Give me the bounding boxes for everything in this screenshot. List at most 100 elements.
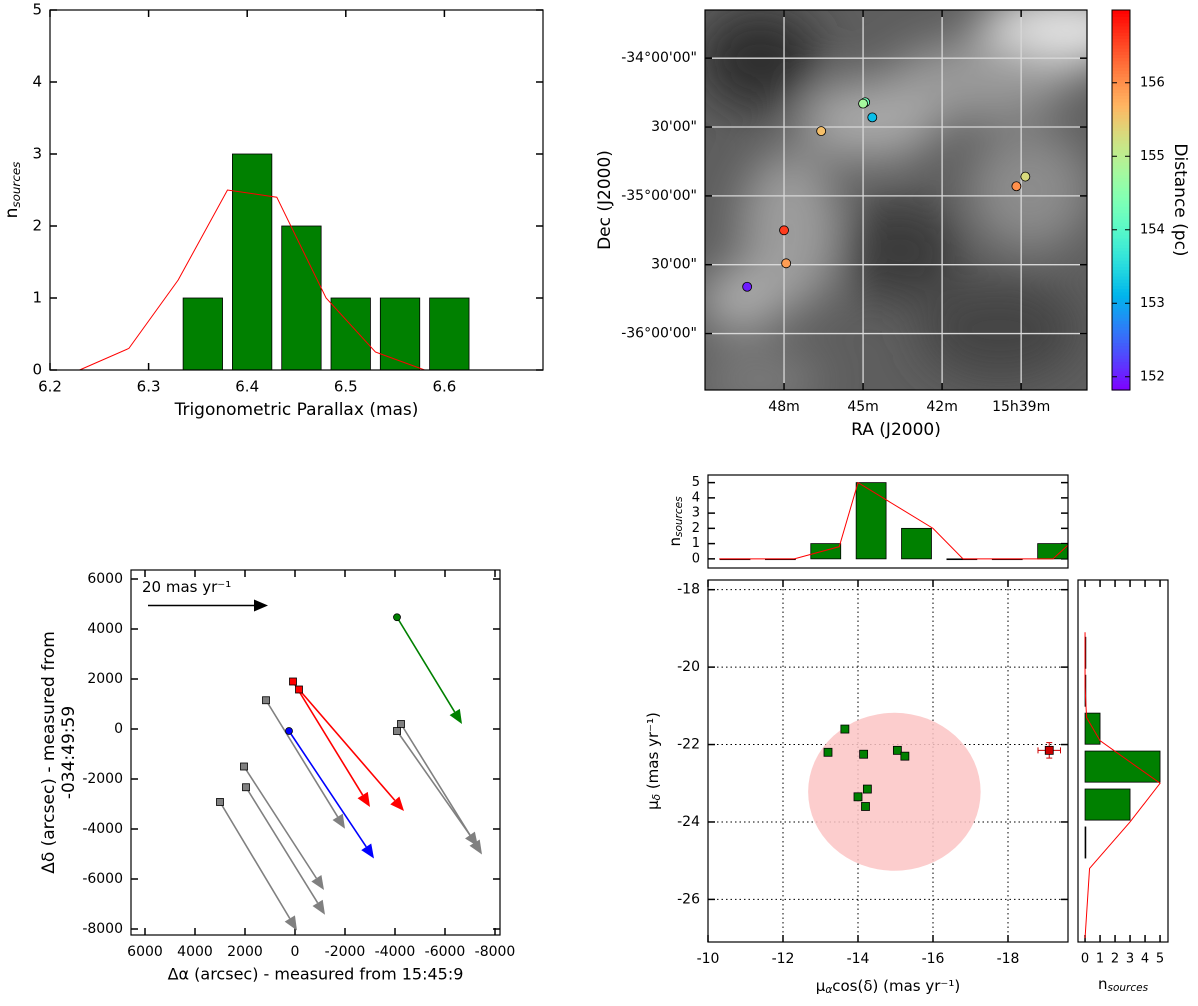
x-tick-label: 15h39m bbox=[992, 399, 1050, 415]
curve bbox=[719, 483, 1068, 559]
y-tick-label: -8000 bbox=[82, 921, 123, 937]
source-marker bbox=[296, 686, 303, 693]
colorbar-tick-label: 153 bbox=[1140, 296, 1165, 311]
scale-arrow-head bbox=[254, 600, 268, 612]
y-tick-label: 4 bbox=[32, 73, 42, 91]
x-tick-label: 6.5 bbox=[334, 378, 358, 396]
histogram-bar bbox=[902, 528, 932, 558]
colorbar-tick-label: 156 bbox=[1140, 75, 1165, 90]
axis-label: nsources bbox=[666, 496, 686, 547]
scatter-point bbox=[860, 750, 868, 758]
sky-image bbox=[700, 0, 1140, 410]
y-tick-label: 4 bbox=[692, 490, 700, 505]
y-tick-label: 2 bbox=[692, 521, 700, 536]
source-marker bbox=[398, 721, 405, 728]
axis-label-base: n bbox=[666, 537, 684, 547]
y-tick-label: 5 bbox=[692, 475, 700, 490]
colorbar-tick-label: 152 bbox=[1140, 369, 1165, 384]
source-point bbox=[1012, 182, 1021, 191]
y-tick-label: 0 bbox=[32, 361, 42, 379]
scatter-point bbox=[862, 802, 870, 810]
source-marker bbox=[241, 763, 248, 770]
y-tick-label: -2000 bbox=[82, 771, 123, 787]
y-tick-label: -35°00'00" bbox=[621, 188, 697, 204]
y-tick-label: 2 bbox=[32, 217, 42, 235]
x-tick-label: 2 bbox=[1111, 952, 1119, 967]
axis-label-base: n bbox=[2, 208, 22, 219]
x-tick-label: -8000 bbox=[475, 944, 516, 960]
motion-vector bbox=[397, 731, 470, 835]
x-tick-label: -12 bbox=[772, 951, 795, 967]
axis-label-sub: sources bbox=[1107, 982, 1148, 994]
source-point bbox=[817, 127, 826, 136]
histogram-bar bbox=[331, 298, 370, 370]
axis-label-base: μ bbox=[816, 977, 826, 995]
histogram-bar bbox=[856, 483, 886, 559]
y-tick-label: 5 bbox=[32, 1, 42, 19]
y-tick-label: 1 bbox=[32, 289, 42, 307]
motion-vector bbox=[220, 802, 290, 918]
y-tick-label: 1 bbox=[692, 536, 700, 551]
x-tick-label: 48m bbox=[768, 399, 799, 415]
scatter-point bbox=[824, 748, 832, 756]
y-tick-label: 2000 bbox=[87, 671, 123, 687]
x-tick-label: 0 bbox=[1081, 952, 1089, 967]
x-tick-label: 4000 bbox=[177, 944, 213, 960]
scatter-point bbox=[901, 752, 909, 760]
y-tick-label: -20 bbox=[677, 659, 700, 675]
axis-label-sub: sources bbox=[673, 496, 685, 537]
source-point bbox=[868, 113, 877, 122]
curve bbox=[1085, 632, 1160, 938]
y-tick-label: 3 bbox=[692, 506, 700, 521]
y-tick-label: -36°00'00" bbox=[621, 326, 697, 342]
source-point bbox=[743, 282, 752, 291]
motion-vector bbox=[397, 617, 455, 712]
x-tick-label: 2000 bbox=[227, 944, 263, 960]
histogram-bar bbox=[183, 298, 222, 370]
y-tick-label: 3 bbox=[32, 145, 42, 163]
x-tick-label: 6000 bbox=[127, 944, 163, 960]
motion-vector-head bbox=[285, 915, 297, 930]
x-tick-label: 6.3 bbox=[137, 378, 161, 396]
motion-vector bbox=[293, 682, 363, 796]
source-point bbox=[780, 226, 789, 235]
histogram-bar bbox=[1038, 544, 1068, 559]
x-tick-label: -18 bbox=[997, 951, 1020, 967]
histogram-bar bbox=[1085, 789, 1130, 820]
axis-label: Distance (pc) bbox=[1170, 143, 1190, 256]
x-tick-label: -4000 bbox=[375, 944, 416, 960]
y-tick-label: 0 bbox=[114, 721, 123, 737]
axis-label: nsources bbox=[2, 162, 23, 219]
colorbar-swatch bbox=[1112, 10, 1130, 14]
x-tick-label: -2000 bbox=[325, 944, 366, 960]
histogram-bar bbox=[380, 298, 419, 370]
motion-vector-head bbox=[361, 844, 374, 859]
axis-label: Dec (J2000) bbox=[595, 150, 615, 250]
y-tick-label: 4000 bbox=[87, 621, 123, 637]
motion-vector-head bbox=[313, 900, 325, 915]
histogram-bar bbox=[232, 154, 271, 370]
histogram-bar bbox=[430, 298, 469, 370]
axis-label: nsources bbox=[1098, 975, 1149, 995]
source-marker bbox=[394, 728, 401, 735]
histogram-bar bbox=[811, 544, 841, 559]
x-tick-label: 6.2 bbox=[38, 378, 62, 396]
y-tick-label: -6000 bbox=[82, 871, 123, 887]
axis-label: μδ (mas yr⁻¹) bbox=[644, 712, 664, 810]
x-tick-label: 45m bbox=[847, 399, 878, 415]
axis-label: RA (J2000) bbox=[851, 420, 941, 440]
x-tick-label: 0 bbox=[291, 944, 300, 960]
motion-vector-head bbox=[450, 709, 462, 724]
motion-vector bbox=[289, 731, 366, 847]
y-tick-label: -26 bbox=[677, 891, 700, 907]
x-tick-label: 5 bbox=[1156, 952, 1164, 967]
source-point bbox=[782, 259, 791, 268]
y-tick-label: -34°00'00" bbox=[621, 50, 697, 66]
axis-label: Δα (arcsec) - measured from 15:45:9 bbox=[168, 965, 464, 984]
axis-label-rest: (mas yr⁻¹) bbox=[644, 712, 662, 794]
x-tick-label: 42m bbox=[926, 399, 957, 415]
x-tick-label: -6000 bbox=[425, 944, 466, 960]
axis-label-base: n bbox=[1098, 975, 1108, 993]
x-tick-label: 4 bbox=[1141, 952, 1149, 967]
motion-vector bbox=[246, 787, 318, 903]
